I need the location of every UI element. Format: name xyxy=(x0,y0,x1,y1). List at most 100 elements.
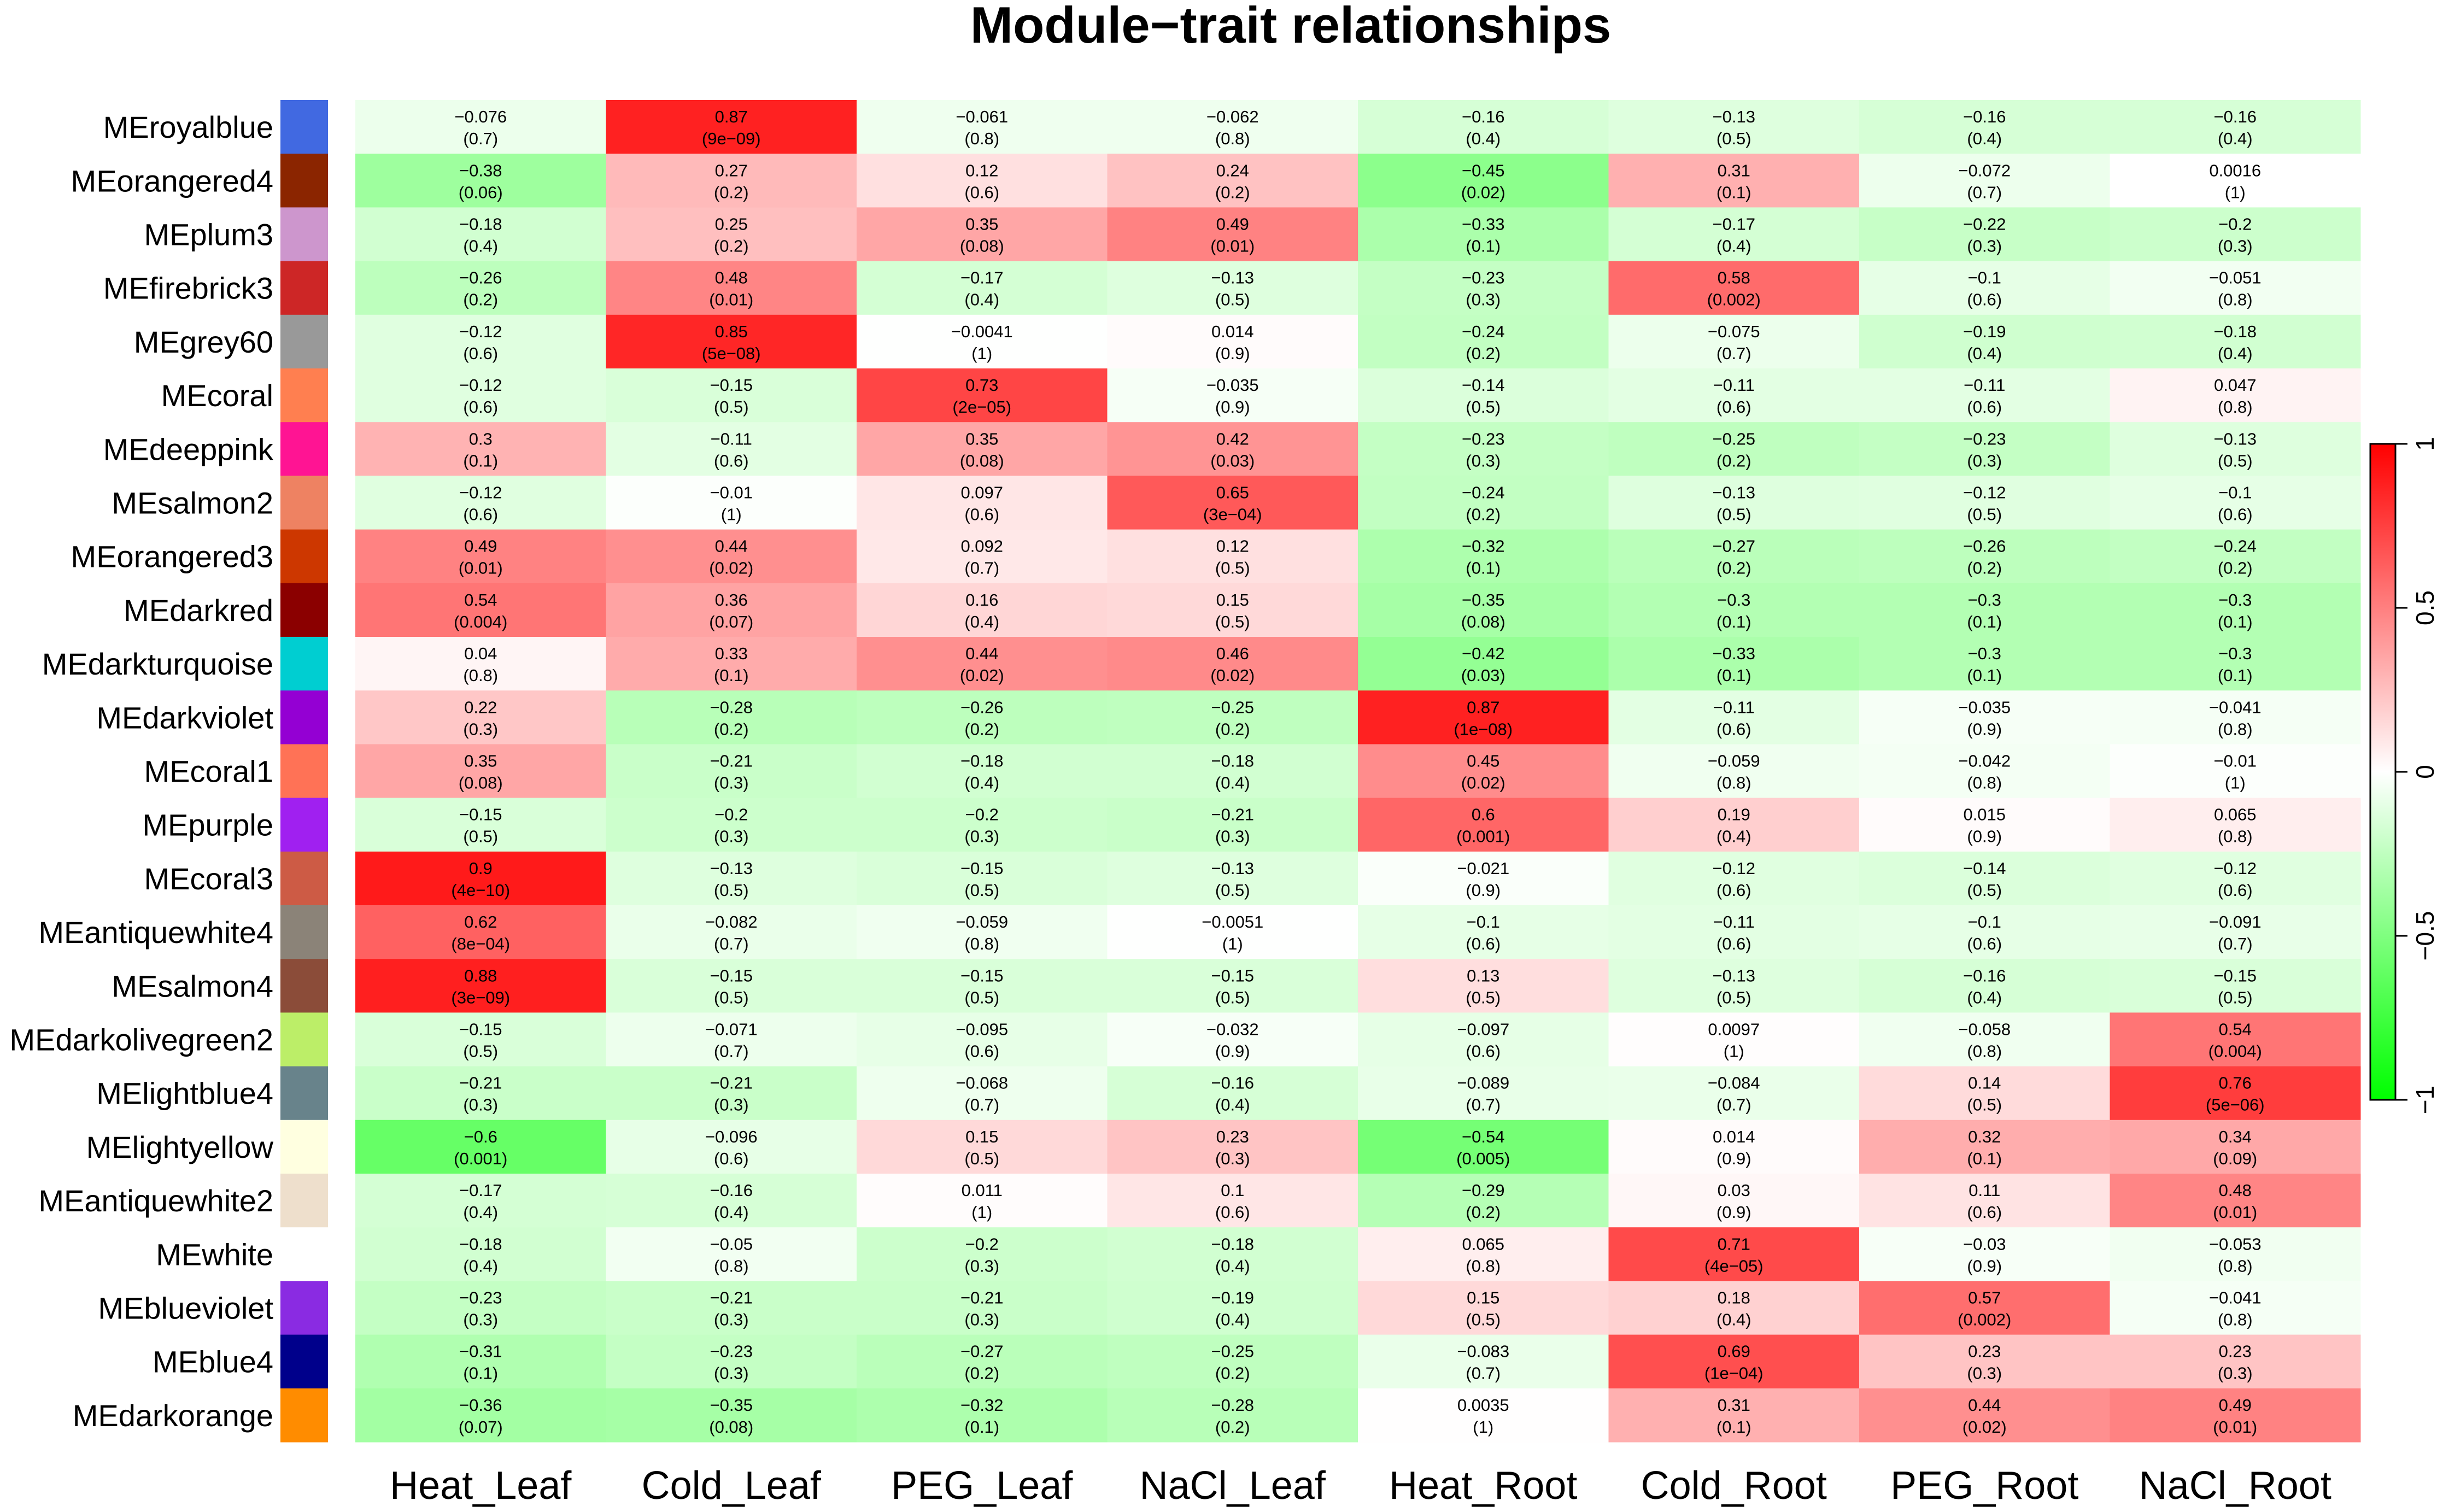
module-color-bars xyxy=(280,100,328,1443)
heatmap-cell xyxy=(1107,690,1358,745)
cell-correlation-label: 0.49 xyxy=(464,537,497,556)
cell-correlation-label: −0.31 xyxy=(459,1342,502,1361)
column-label: PEG_Leaf xyxy=(891,1464,1073,1508)
heatmap-cell xyxy=(857,1174,1108,1228)
heatmap-cell xyxy=(355,1174,606,1228)
cell-pvalue-label: (0.8) xyxy=(2218,827,2253,846)
cell-pvalue-label: (0.02) xyxy=(960,666,1004,685)
cell-correlation-label: −0.13 xyxy=(710,859,753,878)
cell-correlation-label: −0.18 xyxy=(960,752,1003,771)
module-color-swatch xyxy=(280,1066,328,1121)
cell-pvalue-label: (4e−05) xyxy=(1704,1256,1764,1275)
heatmap-cell xyxy=(355,1388,606,1443)
row-label: MEcoral3 xyxy=(144,862,273,896)
cell-pvalue-label: (0.2) xyxy=(1215,183,1250,202)
cell-correlation-label: −0.18 xyxy=(459,215,502,234)
cell-pvalue-label: (0.4) xyxy=(714,1203,749,1222)
module-color-swatch xyxy=(280,100,328,154)
heatmap-cell xyxy=(1608,583,1860,637)
heatmap-cell xyxy=(606,261,857,315)
heatmap-cell xyxy=(1358,1334,1609,1389)
cell-pvalue-label: (0.3) xyxy=(714,1095,749,1115)
cell-correlation-label: −0.16 xyxy=(1211,1074,1254,1093)
cell-correlation-label: −0.6 xyxy=(464,1127,497,1146)
heatmap-cell xyxy=(2110,1174,2361,1228)
cell-pvalue-label: (0.3) xyxy=(964,1256,999,1275)
heatmap-cell xyxy=(1608,851,1860,906)
legend-tick-label: −0.5 xyxy=(2411,911,2439,961)
cell-pvalue-label: (0.4) xyxy=(463,237,498,256)
heatmap-cell xyxy=(355,744,606,799)
row-label: MEgrey60 xyxy=(134,325,273,359)
heatmap-cell xyxy=(2110,261,2361,315)
heatmap-cell xyxy=(2110,905,2361,959)
cell-pvalue-label: (0.6) xyxy=(463,344,498,363)
heatmap-cell xyxy=(606,529,857,584)
cell-pvalue-label: (0.5) xyxy=(1466,1310,1501,1329)
heatmap-cell xyxy=(355,583,606,637)
heatmap-cell xyxy=(355,207,606,262)
cell-pvalue-label: (0.3) xyxy=(1967,1364,2002,1383)
cell-pvalue-label: (0.5) xyxy=(1716,129,1751,148)
cell-correlation-label: −0.35 xyxy=(710,1396,753,1415)
cell-correlation-label: −0.032 xyxy=(1206,1020,1259,1039)
cell-correlation-label: 0.22 xyxy=(464,698,497,717)
module-color-swatch xyxy=(280,314,328,369)
cell-pvalue-label: (0.3) xyxy=(1466,451,1501,470)
cell-correlation-label: 0.62 xyxy=(464,912,497,931)
cell-correlation-label: 0.03 xyxy=(1718,1181,1750,1200)
heatmap-cell xyxy=(1608,1012,1860,1067)
heatmap-cell xyxy=(1358,690,1609,745)
heatmap-cell xyxy=(1859,207,2110,262)
heatmap-cell xyxy=(2110,529,2361,584)
cell-correlation-label: −0.18 xyxy=(1211,1234,1254,1253)
heatmap-cell xyxy=(1107,261,1358,315)
cell-correlation-label: −0.2 xyxy=(714,805,748,824)
heatmap-cell xyxy=(1358,261,1609,315)
heatmap-cell xyxy=(857,1120,1108,1174)
cell-pvalue-label: (0.8) xyxy=(964,934,999,953)
cell-pvalue-label: (0.4) xyxy=(1215,773,1250,793)
cell-pvalue-label: (0.7) xyxy=(2218,934,2253,953)
heatmap-cell xyxy=(606,100,857,154)
cell-correlation-label: −0.1 xyxy=(1968,268,2001,288)
cell-correlation-label: −0.15 xyxy=(459,1020,502,1039)
cell-pvalue-label: (0.8) xyxy=(2218,397,2253,417)
cell-correlation-label: −0.12 xyxy=(1713,859,1755,878)
cell-pvalue-label: (0.6) xyxy=(964,505,999,524)
heatmap-cell xyxy=(1358,637,1609,691)
cell-pvalue-label: (3e−04) xyxy=(1203,505,1262,524)
module-color-swatch xyxy=(280,1174,328,1228)
heatmap-cell xyxy=(606,1388,857,1443)
cell-correlation-label: 0.015 xyxy=(1963,805,2006,824)
cell-correlation-label: 0.27 xyxy=(715,161,748,180)
cell-pvalue-label: (0.1) xyxy=(463,1364,498,1383)
heatmap-cell xyxy=(2110,422,2361,476)
cell-correlation-label: 0.092 xyxy=(960,537,1003,556)
cell-correlation-label: −0.05 xyxy=(710,1234,753,1253)
row-label: MEblue4 xyxy=(153,1345,273,1379)
row-label: MEroyalblue xyxy=(103,110,273,144)
heatmap-cell xyxy=(1608,422,1860,476)
cell-correlation-label: 0.23 xyxy=(1968,1342,2001,1361)
heatmap-cell xyxy=(1358,100,1609,154)
cell-correlation-label: 0.35 xyxy=(464,752,497,771)
cell-pvalue-label: (0.08) xyxy=(1461,612,1505,631)
heatmap-cell xyxy=(1107,476,1358,530)
cell-correlation-label: −0.3 xyxy=(2218,590,2252,610)
heatmap-cell xyxy=(857,1227,1108,1281)
module-color-swatch xyxy=(280,529,328,584)
module-color-swatch xyxy=(280,154,328,208)
cell-correlation-label: −0.35 xyxy=(1462,590,1504,610)
cell-pvalue-label: (0.5) xyxy=(463,827,498,846)
heatmap-cell xyxy=(1608,1066,1860,1121)
cell-pvalue-label: (0.3) xyxy=(2218,237,2253,256)
cell-pvalue-label: (0.03) xyxy=(1461,666,1505,685)
cell-correlation-label: −0.059 xyxy=(956,912,1008,931)
cell-pvalue-label: (0.8) xyxy=(2218,1310,2253,1329)
cell-pvalue-label: (0.4) xyxy=(1215,1095,1250,1115)
cell-pvalue-label: (0.7) xyxy=(1466,1364,1501,1383)
cell-pvalue-label: (0.3) xyxy=(714,773,749,793)
heatmap-cell xyxy=(1358,368,1609,423)
heatmap-cell xyxy=(1608,368,1860,423)
